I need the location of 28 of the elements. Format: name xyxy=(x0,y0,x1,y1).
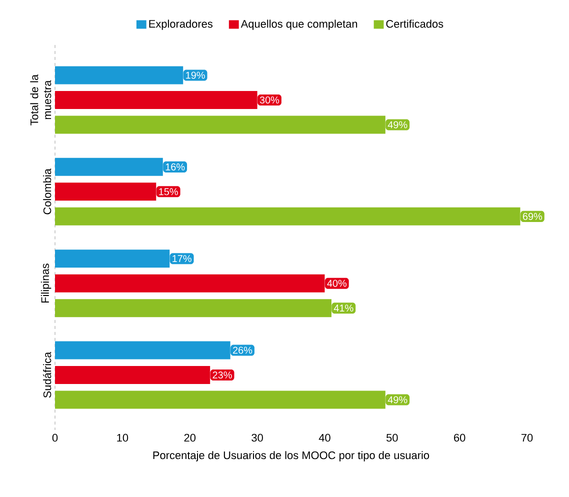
x-tick-label: 30 xyxy=(252,434,263,442)
data-label: 26% xyxy=(233,346,252,354)
x-tick-label: 20 xyxy=(184,434,196,442)
data-label: 41% xyxy=(334,304,354,312)
data-label: 49% xyxy=(388,121,408,128)
data-label: 49% xyxy=(388,396,408,404)
x-tick-label: 40 xyxy=(318,434,330,442)
data-label: 69% xyxy=(522,212,542,220)
x-tick-label: 60 xyxy=(454,434,466,442)
data-label: 15% xyxy=(159,188,178,196)
data-label: 30% xyxy=(260,96,280,104)
data-label: 19% xyxy=(186,72,205,79)
y-tick-label: Colombia xyxy=(43,168,52,214)
data-label: 17% xyxy=(172,255,192,262)
x-tick-label: 0 xyxy=(52,434,58,442)
x-axis-title: Porcentaje de Usuarios de los MOOC por tipo de usuario xyxy=(153,451,430,462)
data-label: 16% xyxy=(166,163,185,170)
y-tick-label: Sudáfrica xyxy=(42,352,52,398)
legend-label: Certificados xyxy=(386,20,444,28)
legend-label: Aquellos que completan xyxy=(240,20,358,30)
data-label: 40% xyxy=(327,280,347,287)
data-label: 23% xyxy=(212,371,232,379)
legend-label: Exploradores xyxy=(149,20,213,30)
x-tick-label: 50 xyxy=(386,434,398,442)
x-tick-label: 10 xyxy=(117,434,128,442)
x-tick-label: 70 xyxy=(521,434,533,442)
y-tick-label: Total de la muestra xyxy=(30,74,52,126)
y-tick-label: Filipinas xyxy=(40,264,52,303)
